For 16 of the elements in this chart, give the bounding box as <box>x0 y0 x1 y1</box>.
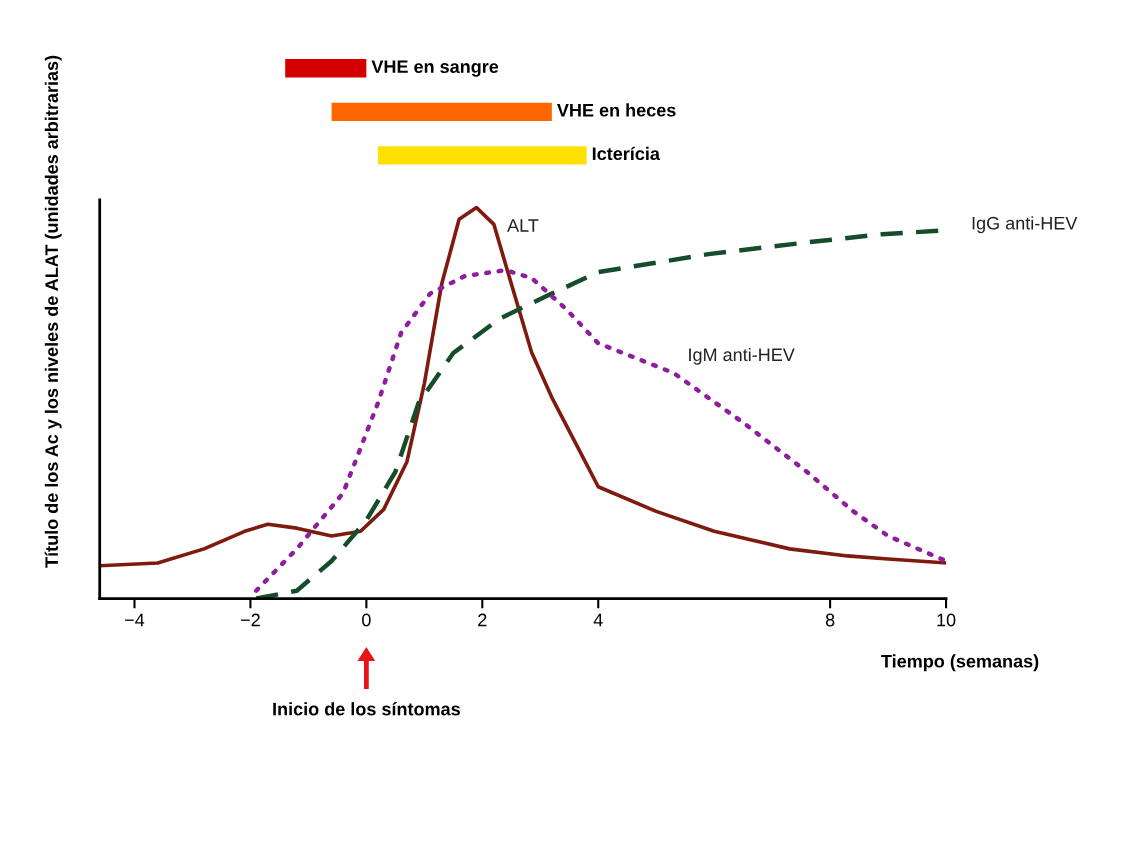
x-tick-label: 8 <box>825 613 835 627</box>
y-tick-label: Icterícia <box>592 146 661 161</box>
x-axis-title: Tiempo (semanas) <box>881 654 1039 672</box>
y-tick-label: VHE en heces <box>557 103 676 117</box>
x-tick-label: 0 <box>362 613 371 627</box>
y-axis-title: Título de los Ac y los niveles de ALAT (unidades arbitrarias) <box>44 55 62 568</box>
series-label: IgG anti-HEV <box>972 216 1078 234</box>
x-tick-label: −2 <box>241 613 260 627</box>
series-label: ALT <box>507 219 539 232</box>
x-tick-label: 4 <box>593 613 603 627</box>
x-tick-label: 2 <box>478 613 487 627</box>
x-tick-label: 10 <box>937 613 956 627</box>
y-tick-label: VHE en sangre <box>371 60 499 77</box>
series-label: IgM anti-HEV <box>689 347 795 365</box>
text: Inicio de los síntomas <box>273 702 460 716</box>
x-tick-label: −4 <box>125 613 145 627</box>
